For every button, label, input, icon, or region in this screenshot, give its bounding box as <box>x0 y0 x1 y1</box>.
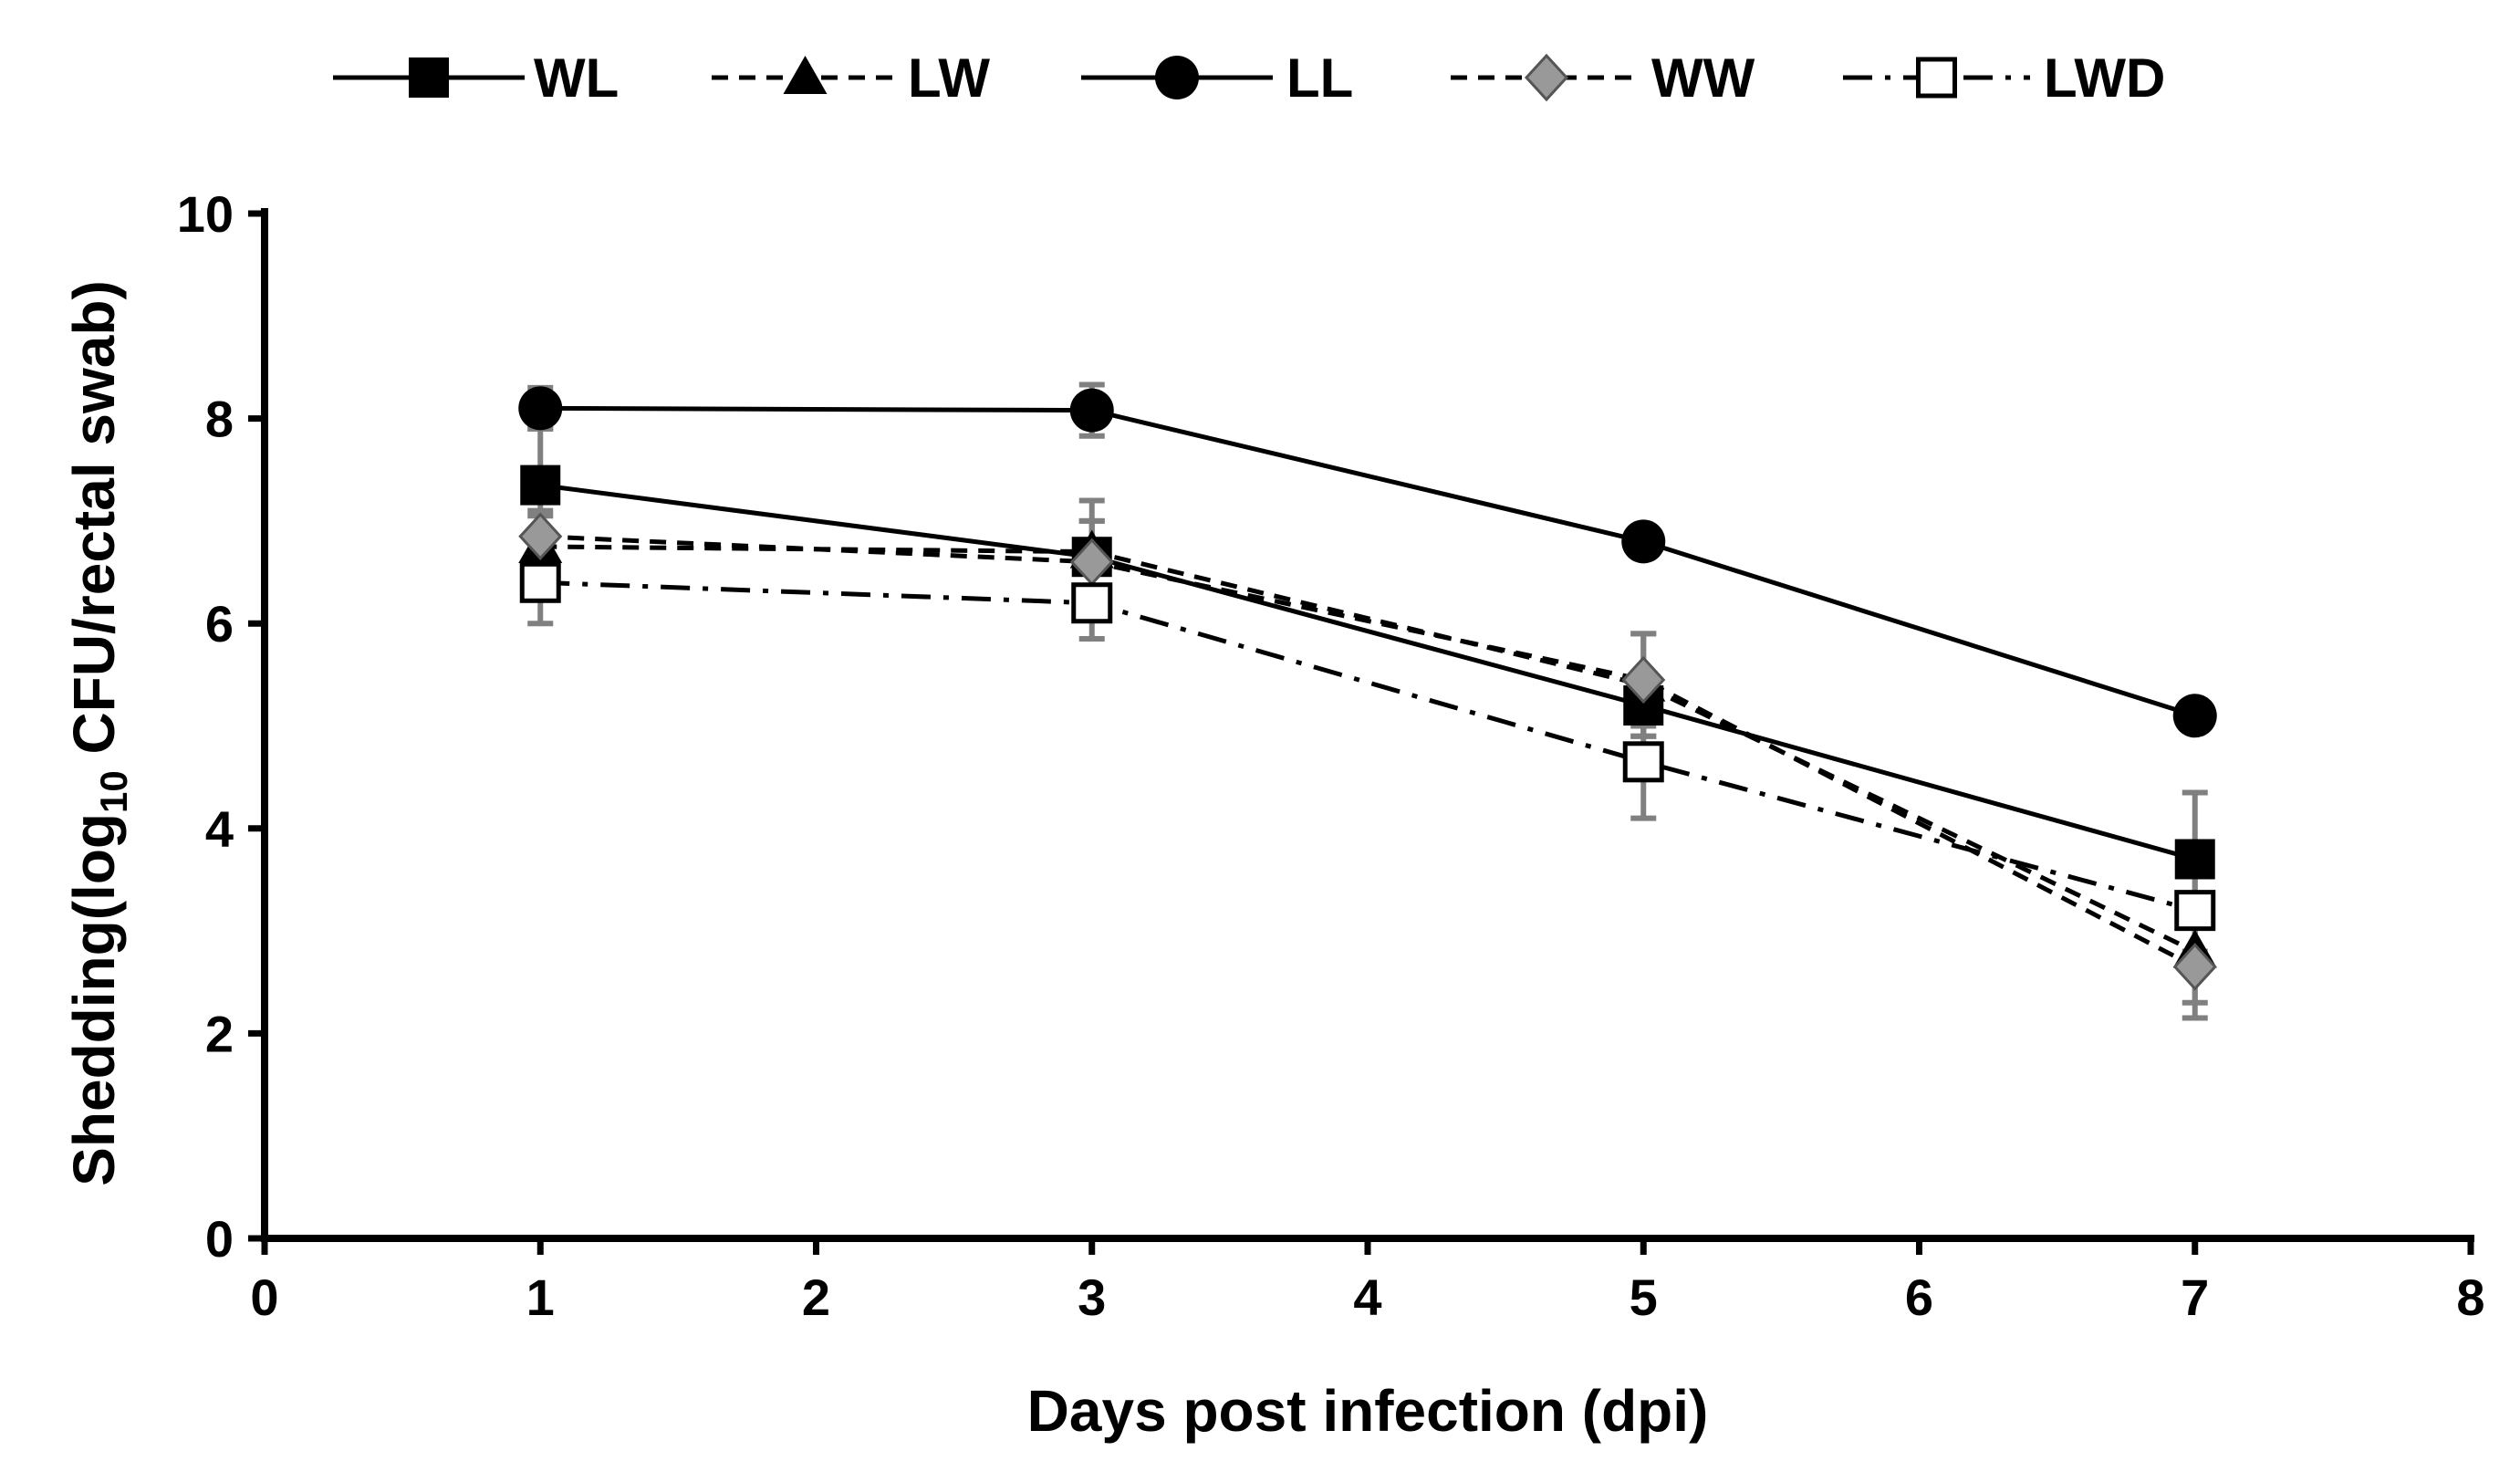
y-axis-title: Shedding(log10 CFU/rectal swab) <box>61 280 135 1186</box>
series-line-ll <box>540 405 2196 718</box>
point-ww <box>1621 655 1666 705</box>
point-lwd <box>1622 741 1664 783</box>
y-tick-label: 4 <box>205 800 234 858</box>
point-ww <box>518 512 563 560</box>
y-tick-label: 8 <box>205 391 234 448</box>
point-ll <box>1069 388 1114 433</box>
y-axis-title-suffix: CFU/rectal swab) <box>61 280 127 770</box>
point-ww <box>2172 943 2217 991</box>
point-wl <box>520 465 561 506</box>
y-tick-label: 10 <box>177 185 234 243</box>
y-axis-title-subscript: 10 <box>92 770 135 813</box>
x-tick-label: 0 <box>250 1268 278 1326</box>
y-tick-label: 2 <box>205 1005 234 1062</box>
y-tick-label: 0 <box>205 1210 234 1268</box>
legend-label-ll: LL <box>1286 47 1353 109</box>
x-tick-label: 4 <box>1353 1268 1381 1326</box>
legend-marker-wl <box>409 57 449 98</box>
legend-label-lwd: LWD <box>2044 47 2165 109</box>
x-tick-label: 8 <box>2456 1268 2484 1326</box>
legend-label-ww: WW <box>1651 47 1755 109</box>
point-ll <box>1621 519 1666 564</box>
x-tick-label: 5 <box>1630 1268 1658 1326</box>
error-bars <box>527 381 2208 1021</box>
y-axis-title-prefix: Shedding(log <box>61 813 127 1186</box>
series-line-wl <box>539 483 2196 861</box>
x-axis-title: Days post infection (dpi) <box>1027 1378 1709 1444</box>
legend-marker-lwd <box>1916 57 1957 99</box>
legend-label-wl: WL <box>534 47 619 109</box>
point-ll <box>2172 694 2217 738</box>
y-tick-label: 6 <box>205 595 234 652</box>
x-tick-label: 1 <box>526 1268 555 1326</box>
x-axis-ticks: 0 1 2 3 4 5 6 7 8 <box>250 1238 2485 1326</box>
axes <box>261 208 2474 1242</box>
legend: WL LW LL WW LWD <box>333 47 2165 109</box>
point-lwd <box>1071 582 1113 624</box>
point-wl <box>2174 839 2215 880</box>
series-line-lwd <box>540 579 2196 913</box>
x-tick-label: 2 <box>802 1268 830 1326</box>
y-axis-ticks: 0 2 4 6 8 10 <box>177 185 265 1268</box>
point-lwd <box>519 561 561 603</box>
legend-label-lw: LW <box>908 47 990 109</box>
x-tick-label: 3 <box>1078 1268 1106 1326</box>
point-ll <box>518 386 563 431</box>
legend-marker-ww <box>1524 53 1569 102</box>
x-tick-label: 7 <box>2181 1268 2209 1326</box>
legend-marker-ll <box>1155 56 1199 99</box>
series-line-lw <box>540 544 2196 954</box>
legend-marker-lw <box>783 56 828 94</box>
point-lwd <box>2174 890 2216 932</box>
data-markers <box>518 386 2217 991</box>
series-lines <box>539 405 2196 969</box>
x-tick-label: 6 <box>1905 1268 1933 1326</box>
series-line-ww <box>540 534 2196 969</box>
